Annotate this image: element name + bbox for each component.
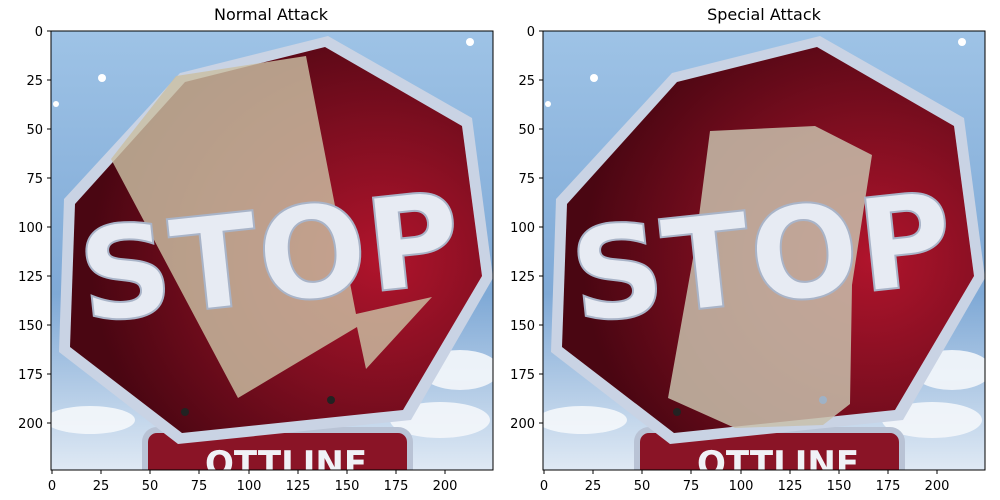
bolt (673, 408, 681, 416)
panel-special-attack: Special Attack OTTLINE STOP 0 25 (510, 5, 986, 494)
y-tick-label: 75 (26, 172, 43, 187)
axes-frame (542, 30, 986, 471)
y-tick-label: 200 (510, 417, 535, 432)
y-tick-label: 50 (26, 123, 43, 138)
lower-sign-text: OTTLINE (205, 444, 367, 484)
x-tick-label: 200 (925, 479, 950, 494)
x-tick-label: 75 (191, 479, 208, 494)
x-tick-label: 100 (729, 479, 754, 494)
bolt (327, 396, 335, 404)
x-tick-label: 150 (827, 479, 852, 494)
y-axis: 0 25 50 75 100 125 150 175 200 (18, 25, 51, 432)
y-tick-label: 25 (518, 74, 535, 89)
bolt (819, 396, 827, 404)
y-tick-label: 200 (18, 417, 43, 432)
y-tick-label: 50 (518, 123, 535, 138)
x-tick-label: 175 (876, 479, 901, 494)
y-tick-label: 150 (510, 319, 535, 334)
panel-normal-attack: Normal Attack OTTLINE STOP (18, 5, 494, 494)
y-tick-label: 175 (510, 368, 535, 383)
panel-title: Special Attack (707, 5, 822, 24)
y-axis: 0 25 50 75 100 125 150 175 200 (510, 25, 543, 432)
lower-sign-text: OTTLINE (697, 444, 859, 484)
bolt (181, 408, 189, 416)
y-tick-label: 125 (18, 270, 43, 285)
x-tick-label: 25 (93, 479, 110, 494)
x-axis: 0 25 50 75 100 125 150 175 200 (48, 470, 458, 494)
y-tick-label: 25 (26, 74, 43, 89)
adversarial-patch (668, 126, 872, 428)
x-tick-label: 200 (433, 479, 458, 494)
x-tick-label: 150 (335, 479, 360, 494)
x-tick-label: 125 (286, 479, 311, 494)
x-tick-label: 125 (778, 479, 803, 494)
x-tick-label: 0 (48, 479, 56, 494)
stop-sign-image: OTTLINE STOP (51, 31, 493, 484)
x-tick-label: 100 (237, 479, 262, 494)
y-tick-label: 100 (510, 221, 535, 236)
adversarial-patch (111, 56, 432, 398)
y-tick-label: 125 (510, 270, 535, 285)
stop-sign-image: OTTLINE STOP (543, 31, 985, 484)
axes-frame (50, 30, 494, 471)
y-tick-label: 100 (18, 221, 43, 236)
x-tick-label: 50 (634, 479, 651, 494)
x-tick-label: 0 (540, 479, 548, 494)
y-tick-label: 175 (18, 368, 43, 383)
y-tick-label: 150 (18, 319, 43, 334)
panel-title: Normal Attack (214, 5, 329, 24)
x-tick-label: 75 (683, 479, 700, 494)
x-tick-label: 25 (585, 479, 602, 494)
sparkles (53, 38, 474, 107)
x-tick-label: 175 (384, 479, 409, 494)
y-tick-label: 75 (518, 172, 535, 187)
y-tick-label: 0 (527, 25, 535, 40)
sparkles (545, 38, 966, 107)
x-tick-label: 50 (142, 479, 159, 494)
y-tick-label: 0 (35, 25, 43, 40)
x-axis: 0 25 50 75 100 125 150 175 200 (540, 470, 950, 494)
